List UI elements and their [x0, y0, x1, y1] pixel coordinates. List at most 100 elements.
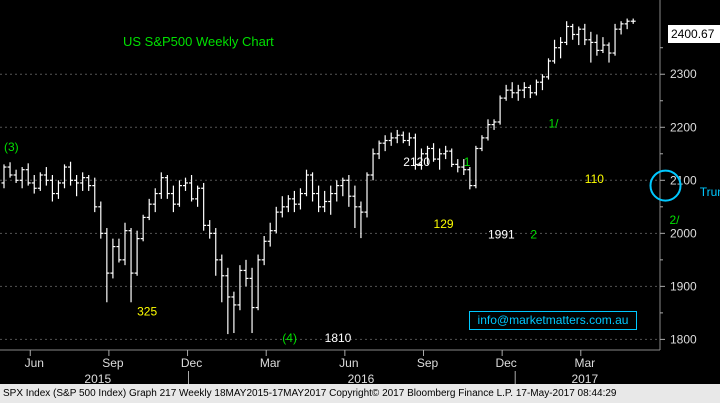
ohlc-bar: [140, 214, 146, 242]
ohlc-bar: [74, 175, 80, 197]
x-year-label: 2015: [84, 372, 111, 386]
ohlc-bar: [552, 39, 558, 64]
ohlc-bar: [25, 163, 31, 186]
ohlc-bar: [618, 21, 624, 35]
ohlc-bar: [98, 201, 104, 239]
ohlc-bar: [237, 265, 243, 311]
ohlc-bar: [122, 222, 128, 266]
annotation-label: 2120: [403, 155, 430, 169]
ohlc-bar: [43, 167, 49, 186]
ohlc-bar: [55, 180, 61, 199]
ohlc-bar: [449, 148, 455, 168]
ohlc-bar: [340, 177, 346, 197]
ohlc-bar: [201, 182, 207, 231]
ohlc-bar: [425, 145, 430, 165]
y-tick-label: 2000: [670, 226, 697, 240]
ohlc-bar: [364, 172, 370, 218]
ohlc-bar: [564, 21, 570, 46]
ohlc-bar: [546, 58, 551, 80]
ohlc-bar: [207, 220, 213, 239]
ohlc-bar: [394, 129, 400, 144]
annotation-label: 325: [137, 305, 157, 319]
ohlc-bar: [437, 148, 443, 170]
ohlc-bar: [322, 190, 328, 213]
ohlc-bar: [431, 143, 437, 162]
y-tick-label: 2300: [670, 67, 697, 81]
ohlc-bar: [158, 172, 164, 199]
ohlc-bar: [455, 159, 461, 173]
y-tick-label: 1800: [670, 332, 697, 346]
ohlc-bar: [285, 195, 291, 213]
ohlc-bar: [539, 74, 545, 91]
ohlc-bar: [400, 131, 406, 144]
ohlc-bar: [128, 228, 134, 303]
ohlc-bar: [68, 161, 74, 186]
ohlc-bar: [467, 167, 473, 190]
ohlc-bar: [152, 188, 158, 213]
ohlc-bar: [189, 175, 195, 202]
ohlc-bar: [521, 82, 527, 99]
ohlc-bar: [37, 172, 43, 191]
ohlc-bar: [261, 235, 267, 266]
annotation-label: Trump's victory: [700, 185, 720, 199]
annotation-label: 110: [585, 172, 604, 186]
x-tick-label: Dec: [181, 356, 202, 370]
ohlc-bar: [86, 175, 92, 191]
footer-bar: SPX Index (S&P 500 Index) Graph 217 Week…: [0, 384, 720, 403]
x-tick-label: Mar: [574, 356, 595, 370]
ohlc-bar: [92, 177, 98, 213]
y-tick-label: 2100: [670, 173, 697, 187]
x-tick-label: Sep: [102, 356, 124, 370]
ohlc-bar: [509, 82, 515, 99]
ohlc-bar: [328, 185, 334, 215]
trump-victory-circle: [649, 169, 682, 202]
ohlc-bar: [358, 201, 364, 239]
ohlc-bar: [515, 84, 521, 101]
ohlc-bar: [406, 132, 412, 146]
ohlc-bar: [443, 145, 449, 160]
ohlc-bar: [80, 172, 86, 191]
ohlc-bar: [412, 133, 418, 170]
ohlc-bar: [606, 42, 612, 63]
ohlc-bar: [388, 132, 394, 146]
x-tick-label: Mar: [260, 356, 281, 370]
ohlc-bar: [7, 162, 13, 178]
ohlc-bar: [183, 177, 188, 191]
ohlc-bar: [255, 254, 261, 311]
ohlc-bar: [473, 145, 479, 189]
footer-text: SPX Index (S&P 500 Index) Graph 217 Week…: [3, 388, 617, 399]
ohlc-bar: [170, 185, 176, 213]
x-tick-label: Jun: [25, 356, 44, 370]
ohlc-bar: [213, 228, 219, 276]
ohlc-bar: [503, 84, 509, 101]
annotation-label: 1/: [549, 116, 560, 130]
ohlc-bar: [13, 169, 19, 183]
ohlc-bar: [630, 18, 636, 24]
grid-lines: [0, 73, 660, 340]
ohlc-bar: [249, 267, 255, 334]
ohlc-bar: [49, 175, 55, 202]
ohlc-bar: [146, 198, 152, 221]
ohlc-bar: [624, 18, 630, 30]
ohlc-bar: [491, 119, 497, 130]
email-link[interactable]: info@marketmatters.com.au: [469, 311, 637, 330]
x-year-label: 2016: [348, 372, 375, 386]
ohlc-bar: [533, 79, 539, 96]
ohlc-bar: [267, 222, 273, 247]
y-tick-label: 2200: [670, 120, 697, 134]
ohlc-bar: [19, 167, 25, 189]
x-tick-label: Sep: [417, 356, 439, 370]
ohlc-bar: [195, 185, 201, 207]
annotation-label: 129: [434, 217, 454, 231]
ohlc-bar: [304, 169, 309, 197]
ohlc-bar: [382, 135, 388, 152]
annotation-label: 1810: [325, 331, 352, 345]
annotation-label: 1: [464, 155, 471, 169]
ohlc-bars: [1, 18, 636, 335]
x-tick-label: Dec: [495, 356, 516, 370]
ohlc-bar: [461, 159, 467, 175]
ohlc-bar: [600, 37, 606, 54]
ohlc-bar: [104, 228, 110, 303]
ohlc-bar: [1, 164, 7, 189]
